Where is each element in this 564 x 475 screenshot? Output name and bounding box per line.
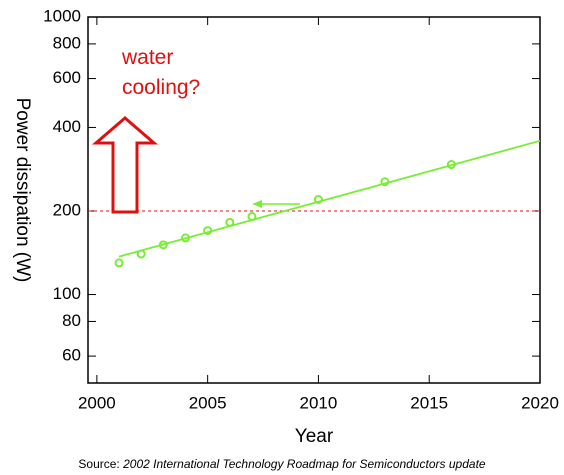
y-axis-label: Power dissipation (W) bbox=[12, 98, 33, 283]
annotation-line: water bbox=[121, 46, 173, 69]
y-tick-label: 1000 bbox=[43, 6, 81, 25]
x-tick-label: 2010 bbox=[300, 393, 338, 412]
up-arrow bbox=[91, 116, 159, 214]
trend-line bbox=[118, 139, 541, 258]
annotation: water cooling? bbox=[121, 46, 200, 99]
y-tick-label: 800 bbox=[53, 33, 81, 52]
x-tick-label: 2020 bbox=[521, 393, 559, 412]
y-tick-label: 60 bbox=[62, 346, 81, 365]
y-tick-label: 80 bbox=[62, 311, 81, 330]
annotation-line: cooling? bbox=[122, 76, 200, 99]
source: Source: 2002 International Technology Ro… bbox=[78, 457, 485, 471]
y-tick-label: 400 bbox=[53, 117, 81, 136]
source-text: 2002 International Technology Roadmap fo… bbox=[122, 457, 486, 471]
x-tick-label: 2005 bbox=[189, 393, 227, 412]
x-axis-label: Year bbox=[295, 426, 334, 447]
x-tick-label: 2015 bbox=[410, 393, 448, 412]
y-tick-label: 200 bbox=[53, 200, 81, 219]
data-point bbox=[313, 194, 323, 204]
data-point bbox=[114, 258, 124, 268]
x-tick-label: 2000 bbox=[78, 393, 116, 412]
y-tick-label: 100 bbox=[53, 284, 81, 303]
plot-frame bbox=[87, 16, 541, 384]
pointer-head bbox=[252, 200, 262, 208]
source-prefix: Source: bbox=[78, 457, 119, 471]
y-tick-label: 600 bbox=[53, 68, 81, 87]
